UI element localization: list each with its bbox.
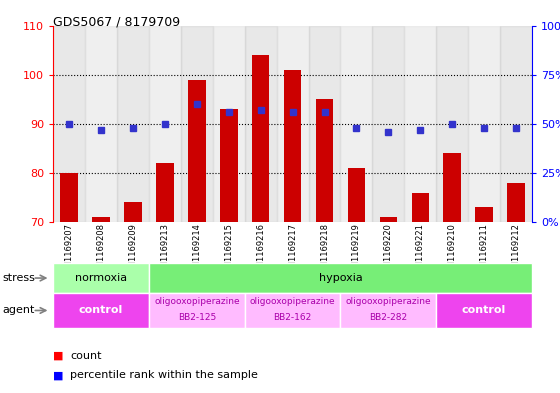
Bar [372, 26, 404, 222]
Text: oligooxopiperazine: oligooxopiperazine [250, 298, 335, 306]
Bar [85, 26, 117, 222]
Bar [53, 26, 85, 222]
Bar [92, 217, 110, 222]
Text: BB2-282: BB2-282 [369, 313, 408, 322]
Text: control: control [462, 305, 506, 316]
Bar [188, 79, 206, 222]
Bar [475, 207, 493, 222]
Bar [404, 26, 436, 222]
Text: ■: ■ [53, 351, 64, 361]
Text: BB2-162: BB2-162 [273, 313, 312, 322]
Text: control: control [79, 305, 123, 316]
Bar [500, 26, 532, 222]
Bar [277, 26, 309, 222]
Bar [245, 26, 277, 222]
Text: ■: ■ [53, 370, 64, 380]
Text: oligooxopiperazine: oligooxopiperazine [346, 298, 431, 306]
Text: agent: agent [3, 305, 35, 316]
Text: hypoxia: hypoxia [319, 273, 362, 283]
Bar [149, 26, 181, 222]
Text: normoxia: normoxia [75, 273, 127, 283]
Bar [380, 217, 397, 222]
Bar [436, 26, 468, 222]
Bar [348, 168, 365, 222]
Bar [444, 153, 461, 222]
Bar [213, 26, 245, 222]
Bar [309, 26, 340, 222]
Bar [60, 173, 78, 222]
Bar [316, 99, 333, 222]
Text: GDS5067 / 8179709: GDS5067 / 8179709 [53, 16, 180, 29]
Bar [468, 26, 500, 222]
Bar [252, 55, 269, 222]
Text: stress: stress [3, 273, 36, 283]
Bar [220, 109, 237, 222]
Bar [156, 163, 174, 222]
Bar [507, 183, 525, 222]
Text: percentile rank within the sample: percentile rank within the sample [70, 370, 258, 380]
Bar [284, 70, 301, 222]
Text: BB2-125: BB2-125 [178, 313, 216, 322]
Bar [412, 193, 429, 222]
Bar [340, 26, 372, 222]
Bar [117, 26, 149, 222]
Bar [181, 26, 213, 222]
Text: count: count [70, 351, 101, 361]
Text: oligooxopiperazine: oligooxopiperazine [154, 298, 240, 306]
Bar [124, 202, 142, 222]
